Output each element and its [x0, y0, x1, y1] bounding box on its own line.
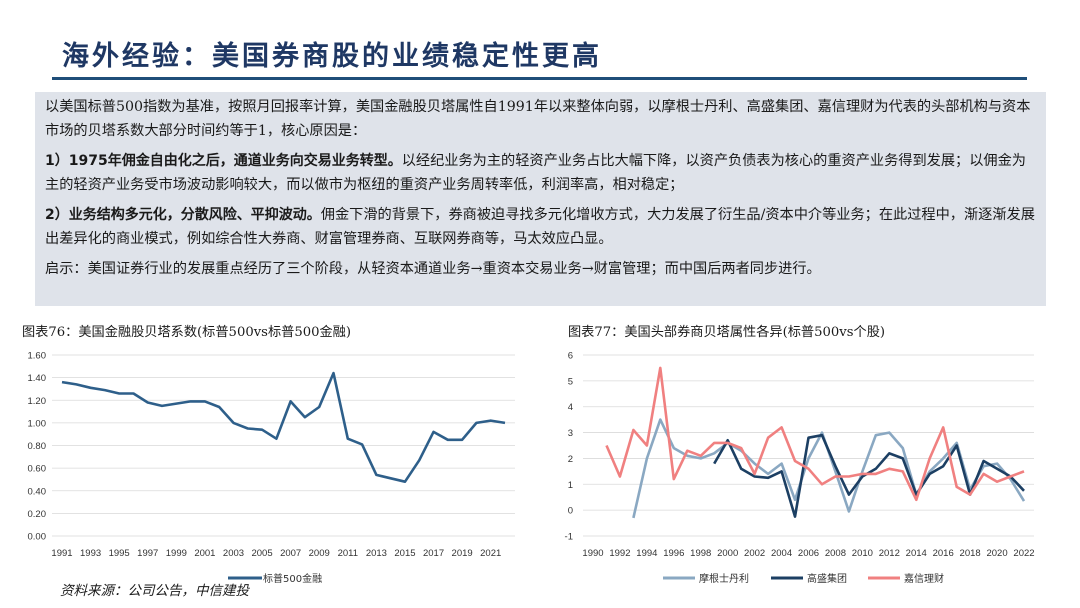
chart77-x-tick: 2022 [1013, 548, 1034, 559]
chart76-x-tick: 2013 [366, 548, 387, 559]
chart76-y-tick: 0.80 [28, 441, 47, 452]
summary-intro: 以美国标普500指数为基准，按照月回报率计算，美国金融股贝塔属性自1991年以来… [45, 99, 1031, 139]
chart76-x-tick: 2021 [480, 548, 501, 559]
chart76-y-tick: 1.20 [28, 396, 47, 407]
summary-conclusion: 启示：美国证券行业的发展重点经历了三个阶段，从轻资本通道业务→重资本交易业务→财… [45, 261, 821, 277]
chart77-x-tick: 1990 [582, 548, 603, 559]
chart76-x-tick: 2011 [338, 548, 358, 559]
chart77-series-line-1 [632, 418, 1026, 519]
chart76-y-tick: 1.40 [28, 373, 47, 384]
chart76-legend-label: 标普500金融 [263, 572, 322, 585]
point-2-body: 佣金下滑的背景下，券商被迫寻找多元化增收方式，大力发展了衍生品/资本中介等业务；… [45, 207, 1035, 247]
chart76-x-tick: 2005 [251, 548, 272, 559]
chart77-x-tick: 2018 [960, 548, 981, 559]
chart77-y-tick: 3 [568, 428, 573, 439]
chart76-x-tick: 1993 [80, 548, 101, 559]
chart76-x-tick: 2003 [223, 548, 244, 559]
chart77-y-tick: 6 [568, 351, 573, 362]
chart77-y-tick: 4 [568, 402, 573, 413]
chart77-y-tick: 5 [568, 376, 573, 387]
chart76-x-tick: 2015 [394, 548, 415, 559]
chart76-y-tick: 1.00 [28, 418, 47, 429]
chart76-x-tick: 2007 [280, 548, 301, 559]
summary-point-1: 1）1975年佣金自由化之后，通道业务向交易业务转型。以经纪业务为主的轻资产业务… [45, 149, 1036, 197]
chart76-x-tick: 1997 [137, 548, 158, 559]
chart76-x-tick: 1995 [109, 548, 130, 559]
page-title: 海外经验：美国券商股的业绩稳定性更高 [62, 41, 602, 72]
chart77-x-tick: 2000 [717, 548, 738, 559]
chart76-y-tick: 0.40 [28, 486, 47, 497]
chart77-x-tick: 1994 [636, 548, 657, 559]
summary-textbox: 以美国标普500指数为基准，按照月回报率计算，美国金融股贝塔属性自1991年以来… [35, 92, 1046, 306]
chart77-legend-label-3: 嘉信理财 [904, 572, 944, 585]
chart77-x-tick: 2012 [879, 548, 900, 559]
chart77-x-tick: 1996 [663, 548, 684, 559]
chart76-y-tick: 0.20 [28, 509, 47, 520]
chart77-x-tick: 2008 [825, 548, 846, 559]
chart77-x-tick: 2014 [906, 548, 927, 559]
chart77-x-tick: 2020 [986, 548, 1007, 559]
chart76-x-tick: 2001 [194, 548, 215, 559]
source-note: 资料来源：公司公告，中信建投 [60, 583, 249, 599]
chart77-series-line-3 [605, 366, 1025, 502]
point-2-heading: 2）业务结构多元化，分散风险、平抑波动。 [45, 207, 321, 223]
chart76-x-tick: 2017 [423, 548, 444, 559]
chart-77-title: 图表77：美国头部券商贝塔属性各异(标普500vs个股) [568, 325, 886, 340]
chart76-x-tick: 2009 [309, 548, 330, 559]
chart77-y-tick: 2 [568, 454, 573, 465]
point-1-body: 以经纪业务为主的轻资产业务占比大幅下降，以资产负债表为核心的重资产业务得到发展；… [45, 153, 1026, 193]
chart77-legend-label-1: 摩根士丹利 [699, 572, 749, 585]
chart76-y-tick: 1.60 [28, 351, 47, 362]
chart77-y-tick: -1 [565, 532, 573, 543]
chart77-legend-label-2: 高盛集团 [807, 572, 847, 585]
summary-point-2: 2）业务结构多元化，分散风险、平抑波动。佣金下滑的背景下，券商被迫寻找多元化增收… [45, 203, 1036, 251]
chart77-x-tick: 2002 [744, 548, 765, 559]
chart77-x-tick: 2010 [852, 548, 873, 559]
chart77-x-tick: 2004 [771, 548, 792, 559]
chart77-x-tick: 1998 [690, 548, 711, 559]
chart-76-title: 图表76：美国金融股贝塔系数(标普500vs标普500金融) [22, 325, 352, 340]
chart77-x-tick: 2016 [933, 548, 954, 559]
chart76-x-tick: 2019 [452, 548, 473, 559]
chart76-y-tick: 0.00 [28, 532, 47, 543]
point-1-heading: 1）1975年佣金自由化之后，通道业务向交易业务转型。 [45, 153, 402, 169]
chart76-x-tick: 1991 [51, 548, 72, 559]
title-divider [52, 77, 1027, 80]
chart76-series-line [61, 371, 506, 484]
chart77-series-line-2 [713, 433, 1025, 518]
chart76-y-tick: 0.60 [28, 464, 47, 475]
chart77-x-tick: 2006 [798, 548, 819, 559]
chart77-y-tick: 1 [568, 480, 573, 491]
chart77-y-tick: 0 [568, 506, 573, 517]
chart77-x-tick: 1992 [609, 548, 630, 559]
chart76-x-tick: 1999 [166, 548, 187, 559]
